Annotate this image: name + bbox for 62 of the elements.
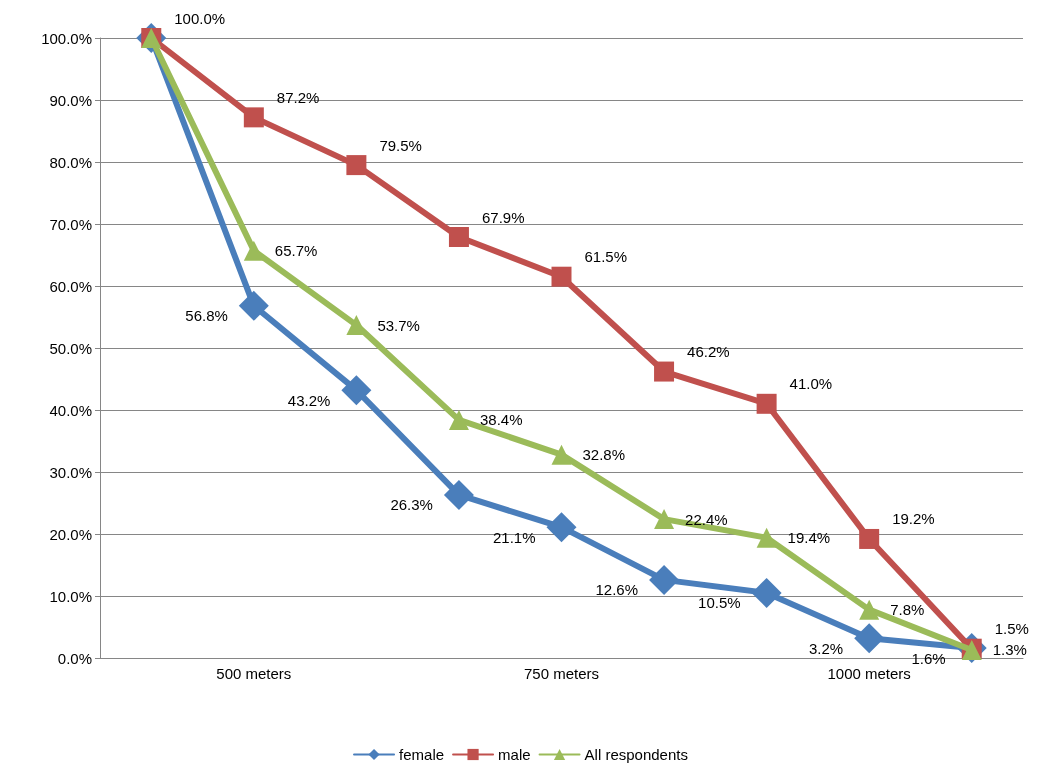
data-label: 56.8% [185, 307, 228, 325]
y-tick-label: 80.0% [49, 153, 92, 171]
x-tick-label: 500 meters [216, 665, 292, 682]
x-tick-label: 750 meters [523, 665, 600, 682]
point [346, 155, 367, 176]
data-label: 32.8% [582, 446, 626, 464]
data-label: 12.6% [595, 581, 639, 599]
data-label: 26.3% [390, 496, 433, 514]
data-label: 22.4% [685, 510, 728, 528]
point [859, 528, 880, 549]
x-tick-label: 1000 meters [827, 665, 911, 682]
y-tick-label: 0.0% [57, 649, 92, 667]
y-tick-label: 10.0% [49, 587, 92, 605]
point [238, 290, 269, 321]
data-label: 43.2% [287, 391, 331, 409]
y-tick-label: 40.0% [49, 401, 92, 419]
y-tick-label: 30.0% [49, 463, 92, 481]
data-label: 53.7% [377, 316, 420, 334]
point [654, 509, 675, 530]
data-label: 46.2% [687, 343, 730, 361]
point [649, 564, 680, 595]
data-label: 1.5% [994, 620, 1029, 638]
point [341, 375, 372, 406]
legend-label: All respondents [584, 746, 688, 763]
y-tick-label: 90.0% [49, 91, 92, 109]
data-label: 21.1% [492, 528, 536, 546]
point [756, 393, 777, 414]
data-label: 65.7% [274, 242, 318, 260]
data-label: 3.2% [808, 639, 844, 657]
data-label: 38.4% [479, 411, 523, 429]
data-label: 41.0% [789, 375, 833, 393]
point [448, 409, 469, 430]
point [751, 577, 782, 608]
y-tick-label: 100.0% [41, 29, 92, 47]
legend-label: female [399, 746, 445, 763]
point [448, 227, 469, 248]
y-tick-label: 60.0% [49, 277, 92, 295]
data-label: 1.6% [911, 649, 946, 667]
data-label: 7.8% [890, 601, 925, 619]
point [243, 240, 264, 261]
point [243, 107, 264, 128]
data-label: 79.5% [379, 136, 422, 154]
point [859, 599, 880, 620]
y-tick-label: 20.0% [49, 525, 92, 543]
data-label: 19.2% [892, 510, 935, 528]
point [443, 479, 474, 510]
point [854, 623, 885, 654]
point [551, 266, 572, 287]
y-tick-label: 50.0% [49, 339, 92, 357]
data-label: 19.4% [787, 529, 831, 547]
data-label: 67.9% [481, 208, 525, 226]
data-label: 61.5% [584, 248, 628, 266]
point [654, 361, 675, 382]
data-label: 1.3% [992, 641, 1027, 659]
point [551, 444, 572, 465]
point [756, 527, 777, 548]
data-label: 10.5% [698, 594, 741, 612]
y-tick-label: 70.0% [49, 215, 92, 233]
data-label: 87.2% [276, 88, 320, 106]
data-label: 100.0% [174, 9, 226, 27]
point [546, 512, 577, 543]
legend-label: male [498, 746, 531, 763]
